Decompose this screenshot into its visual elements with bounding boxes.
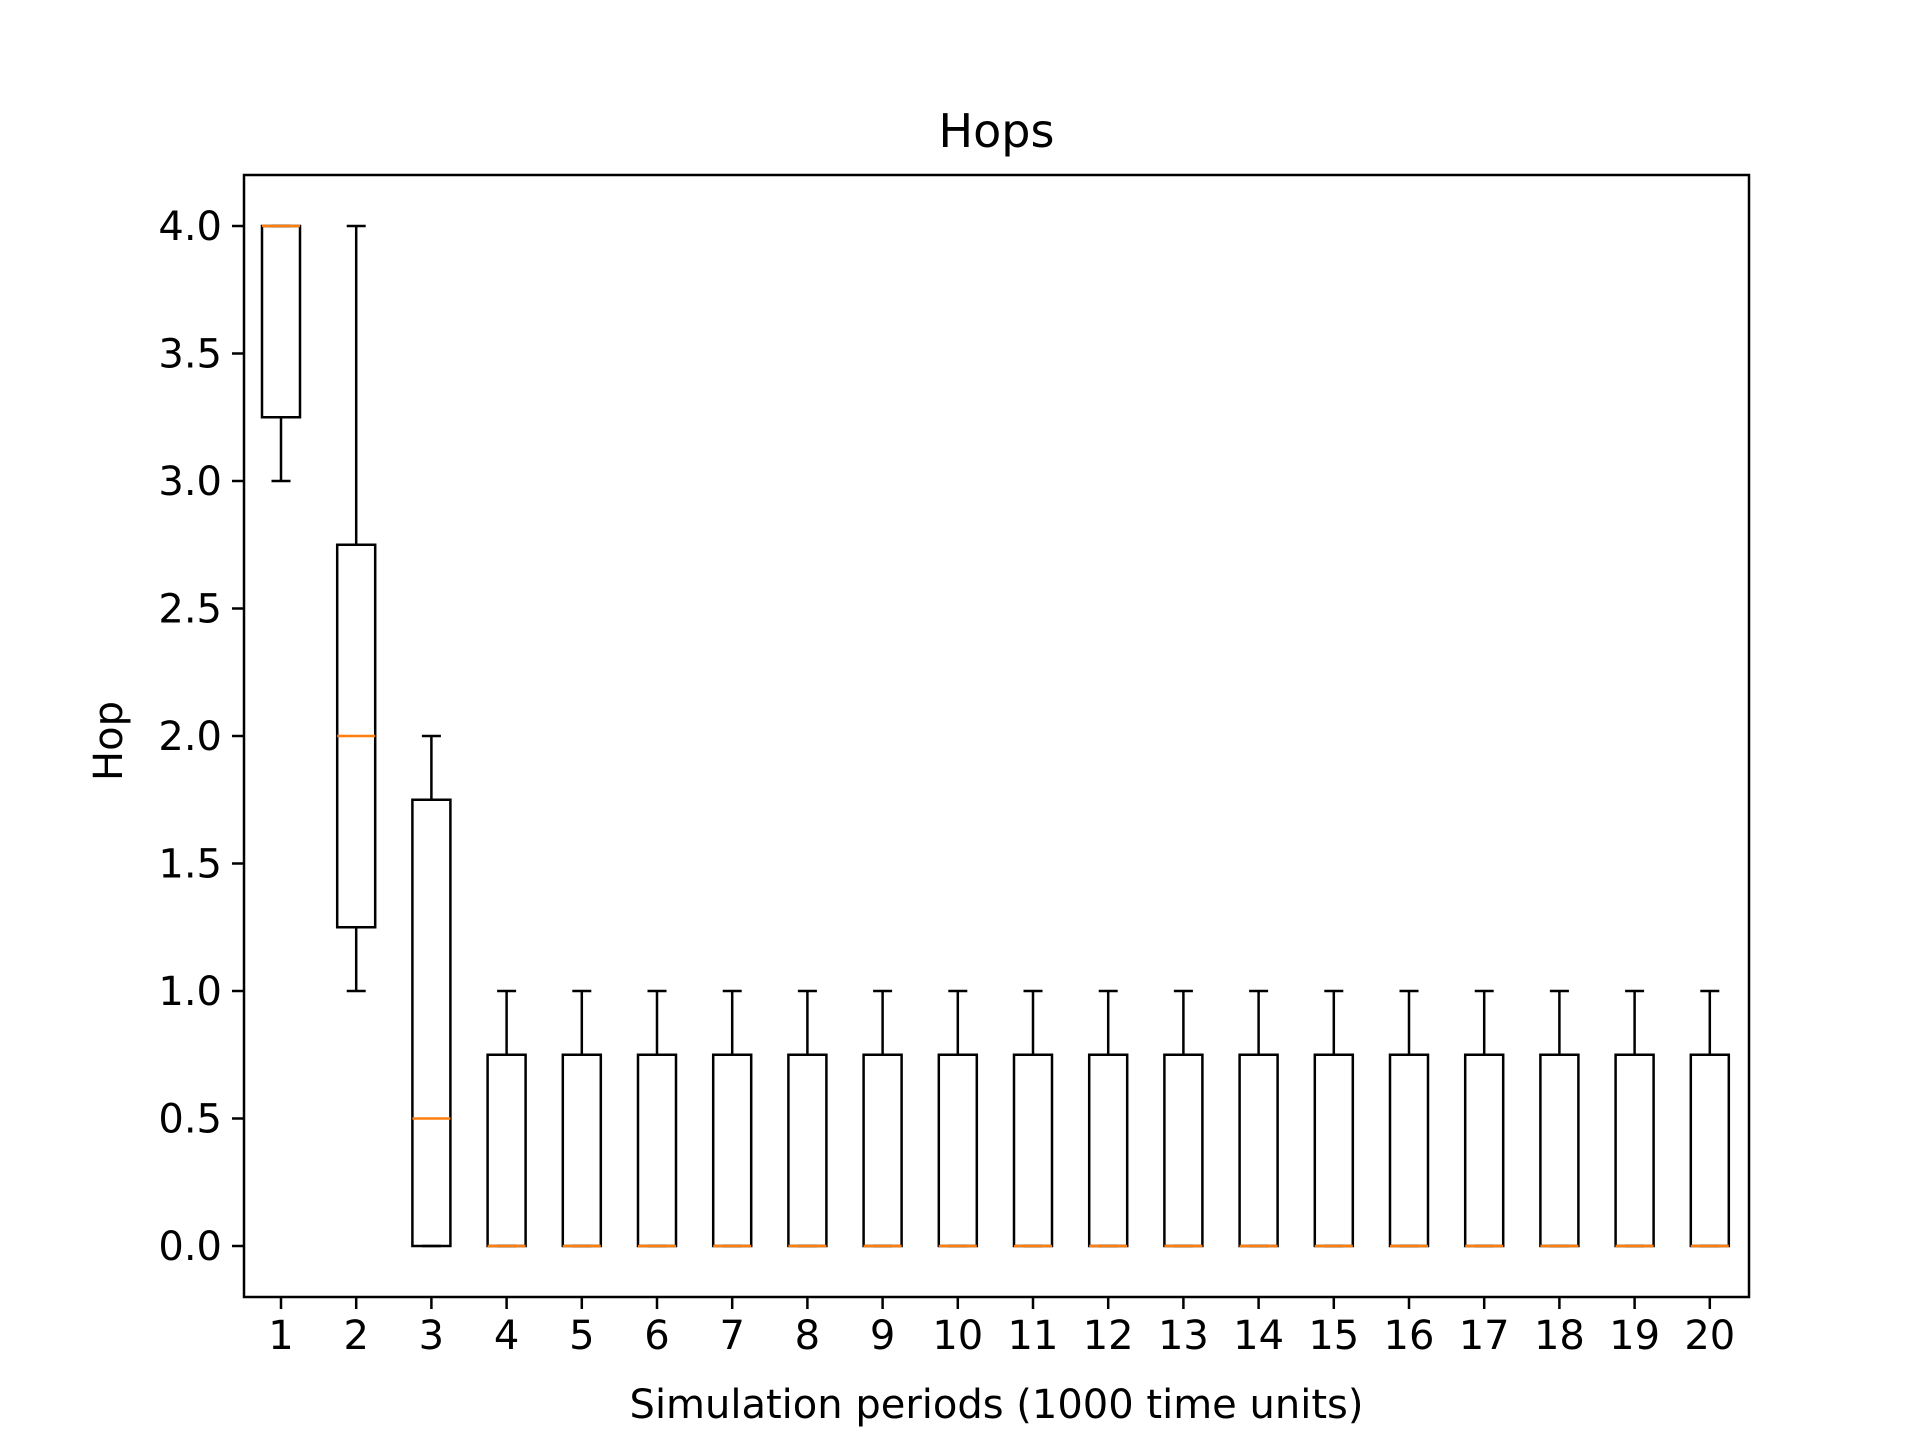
plot-marks [260,224,1731,1248]
box-iqr [711,1053,753,1248]
box-14 [1238,989,1279,1248]
x-tick-label: 19 [1609,1313,1660,1359]
y-tick-label: 3.0 [158,459,222,505]
x-tick-label: 6 [644,1313,669,1359]
x-tick-label: 14 [1233,1313,1284,1359]
y-tick-label: 0.0 [158,1224,222,1270]
x-tick-label: 1 [268,1313,293,1359]
y-axis: 0.0 0.5 1.0 1.5 2.0 2.5 3.0 3.5 4.0 [158,204,244,1270]
box-iqr [1463,1053,1505,1248]
box-iqr [1087,1053,1129,1248]
box-iqr [1163,1053,1204,1248]
box-iqr [1313,1053,1355,1248]
box-iqr [787,1053,828,1248]
x-tick-label: 18 [1534,1313,1585,1359]
x-axis: 1 2 3 4 5 6 7 8 9 10 11 12 13 14 15 16 17 18 19 20 [268,1297,1735,1359]
x-tick-label: 7 [719,1313,744,1359]
box-17 [1463,989,1505,1248]
box-13 [1163,989,1204,1248]
box-20 [1689,989,1731,1248]
box-18 [1539,989,1580,1248]
y-tick-label: 2.0 [158,714,222,760]
x-tick-label: 17 [1459,1313,1510,1359]
x-tick-label: 16 [1384,1313,1435,1359]
box-iqr [1689,1053,1731,1248]
box-iqr [260,224,302,419]
y-tick-label: 1.5 [158,842,222,888]
box-iqr [411,798,452,1248]
box-6 [636,989,678,1248]
box-10 [937,989,979,1248]
x-tick-label: 12 [1083,1313,1134,1359]
box-iqr [561,1053,603,1248]
x-tick-label: 5 [569,1313,594,1359]
x-tick-label: 8 [795,1313,820,1359]
box-16 [1388,989,1430,1248]
y-tick-label: 0.5 [158,1097,222,1143]
box-5 [561,989,603,1248]
box-4 [486,989,527,1248]
box-iqr [1539,1053,1580,1248]
box-iqr [486,1053,527,1248]
box-2 [335,224,377,993]
y-tick-label: 2.5 [158,587,222,633]
box-11 [1012,989,1054,1248]
y-axis-label: Hop [86,701,132,781]
y-tick-label: 1.0 [158,969,222,1015]
plot-frame [242,173,1751,1299]
x-tick-label: 10 [932,1313,983,1359]
box-iqr [937,1053,979,1248]
x-axis-label: Simulation periods (1000 time units) [630,1382,1364,1428]
y-tick-label: 3.5 [158,332,222,378]
box-iqr [1388,1053,1430,1248]
x-tick-label: 9 [870,1313,895,1359]
x-tick-label: 3 [419,1313,444,1359]
y-tick-label: 4.0 [158,204,222,250]
box-9 [862,989,903,1248]
x-tick-label: 4 [494,1313,519,1359]
box-iqr [862,1053,903,1248]
box-3 [411,734,452,1248]
box-1 [260,224,302,483]
chart-title: Hops [939,104,1055,158]
box-19 [1614,989,1655,1248]
box-8 [787,989,828,1248]
box-12 [1087,989,1129,1248]
box-iqr [636,1053,678,1248]
box-7 [711,989,753,1248]
x-tick-label: 11 [1008,1313,1059,1359]
x-tick-label: 20 [1684,1313,1735,1359]
box-iqr [1012,1053,1054,1248]
x-tick-label: 15 [1308,1313,1359,1359]
box-iqr [1238,1053,1279,1248]
x-tick-label: 2 [343,1313,368,1359]
box-iqr [1614,1053,1655,1248]
x-tick-label: 13 [1158,1313,1209,1359]
box-15 [1313,989,1355,1248]
